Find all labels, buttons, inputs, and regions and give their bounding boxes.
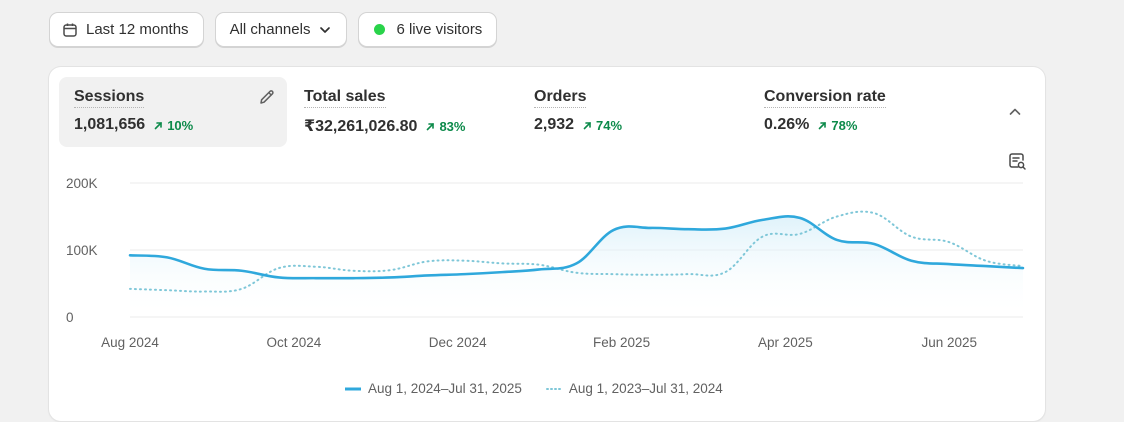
arrow-up-right-icon xyxy=(154,121,162,129)
metric-row: 1,081,656 10% xyxy=(74,116,272,134)
metric-value: 0.26% xyxy=(764,116,810,133)
x-tick-label: Jun 2025 xyxy=(921,335,977,350)
metric-row: ₹32,261,026.80 83% xyxy=(304,116,502,136)
series-area xyxy=(130,216,1023,317)
x-tick-label: Feb 2025 xyxy=(593,335,650,350)
metric-change: 78% xyxy=(817,118,857,133)
metric-total-sales[interactable]: Total sales ₹32,261,026.80 83% xyxy=(289,77,517,147)
arrow-up-right-icon xyxy=(819,121,827,129)
legend-solid-swatch xyxy=(345,387,361,390)
metric-title: Orders xyxy=(534,88,587,108)
legend-item: Aug 1, 2024–Jul 31, 2025 xyxy=(345,381,522,396)
metric-change-value: 10% xyxy=(167,117,194,133)
chevron-down-icon xyxy=(318,23,332,37)
date-range-button[interactable]: Last 12 months xyxy=(49,12,204,47)
live-indicator-icon xyxy=(374,24,386,35)
analytics-card: Sessions 1,081,656 10% Total sales ₹32,2… xyxy=(49,67,1045,421)
channels-label: All channels xyxy=(229,21,311,38)
x-tick-label: Aug 2024 xyxy=(101,335,159,350)
metric-change: 10% xyxy=(153,118,193,133)
x-tick-label: Oct 2024 xyxy=(266,335,321,350)
arrow-up-right-icon xyxy=(427,122,435,130)
live-visitors-label: 6 live visitors xyxy=(396,21,483,38)
metric-row: 2,932 74% xyxy=(534,116,732,134)
metric-change: 74% xyxy=(582,118,622,133)
x-tick-label: Apr 2025 xyxy=(758,335,813,350)
metric-change: 83% xyxy=(425,119,465,134)
legend-label: Aug 1, 2024–Jul 31, 2025 xyxy=(368,381,522,396)
legend-item: Aug 1, 2023–Jul 31, 2024 xyxy=(545,381,723,396)
y-tick-label: 0 xyxy=(66,310,74,325)
metric-change-value: 83% xyxy=(439,118,466,134)
legend-label: Aug 1, 2023–Jul 31, 2024 xyxy=(568,381,723,396)
edit-metric-icon[interactable] xyxy=(258,88,276,111)
calendar-icon xyxy=(62,22,78,38)
metric-conversion-rate[interactable]: Conversion rate 0.26% 78% xyxy=(749,77,977,147)
x-tick-label: Dec 2024 xyxy=(429,335,487,350)
metric-title: Sessions xyxy=(74,88,145,108)
analyze-report-icon[interactable] xyxy=(1007,151,1027,176)
channels-dropdown[interactable]: All channels xyxy=(214,12,348,47)
y-tick-label: 100K xyxy=(66,243,98,258)
date-range-label: Last 12 months xyxy=(86,21,189,38)
y-tick-label: 200K xyxy=(66,176,98,191)
arrow-up-right-icon xyxy=(583,121,591,129)
metric-value: 2,932 xyxy=(534,116,575,133)
toolbar: Last 12 months All channels 6 live visit… xyxy=(49,12,498,47)
metric-row: 0.26% 78% xyxy=(764,116,962,134)
metric-title: Conversion rate xyxy=(764,88,886,108)
sessions-line-chart: 200K 100K 0 Aug 2024 Oct 2024 Dec 2024 Feb 202… xyxy=(66,176,1025,350)
metric-value: 1,081,656 xyxy=(74,116,146,133)
metric-orders[interactable]: Orders 2,932 74% xyxy=(519,77,747,147)
metric-title: Total sales xyxy=(304,88,386,108)
chevron-up-icon[interactable] xyxy=(1007,104,1023,125)
legend-dotted-swatch xyxy=(545,387,562,390)
metric-change-value: 74% xyxy=(596,117,623,133)
live-visitors-button[interactable]: 6 live visitors xyxy=(358,12,498,47)
chart-legend: Aug 1, 2024–Jul 31, 2025 Aug 1, 2023–Jul… xyxy=(345,381,723,396)
series-line-current xyxy=(128,215,1025,280)
metric-sessions[interactable]: Sessions 1,081,656 10% xyxy=(59,77,287,147)
metric-value: ₹32,261,026.80 xyxy=(304,118,418,135)
metric-change-value: 78% xyxy=(831,117,858,133)
series-line-comparison xyxy=(129,210,1024,293)
